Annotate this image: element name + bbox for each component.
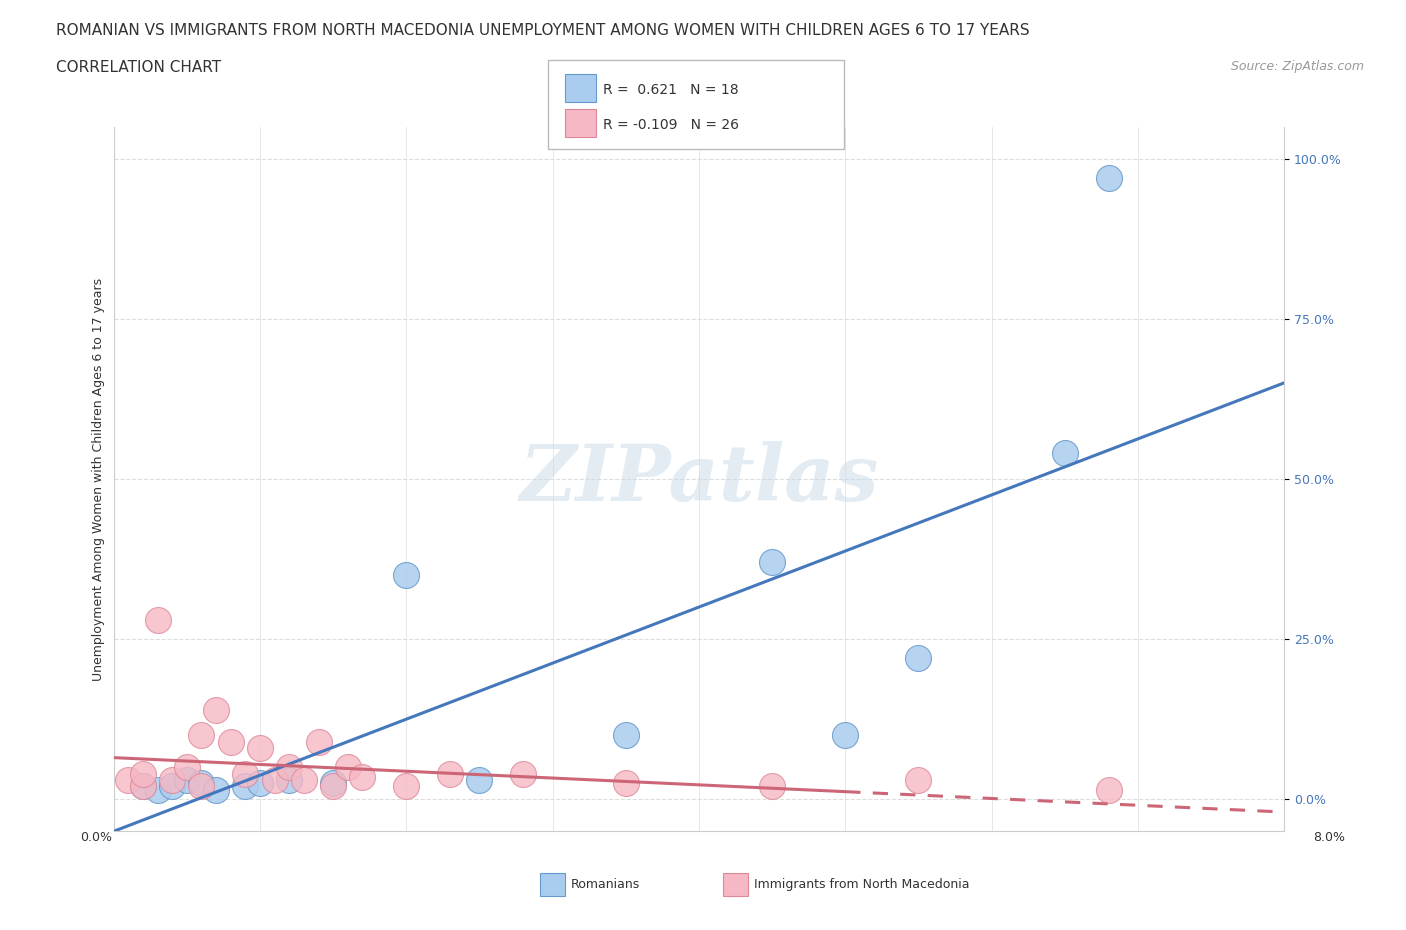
Point	[352, 769, 374, 784]
Point	[263, 773, 285, 788]
Point	[322, 776, 344, 790]
Text: Immigrants from North Macedonia: Immigrants from North Macedonia	[754, 878, 969, 891]
Point	[176, 760, 198, 775]
Point	[160, 779, 183, 794]
Point	[190, 728, 212, 743]
Point	[132, 779, 155, 794]
Point	[176, 773, 198, 788]
Point	[761, 779, 783, 794]
Text: R =  0.621   N = 18: R = 0.621 N = 18	[603, 83, 738, 97]
Text: CORRELATION CHART: CORRELATION CHART	[56, 60, 221, 75]
Text: 0.0%: 0.0%	[80, 830, 112, 844]
Point	[190, 776, 212, 790]
Point	[160, 773, 183, 788]
Point	[292, 773, 315, 788]
Point	[322, 779, 344, 794]
Point	[278, 773, 301, 788]
Point	[117, 773, 139, 788]
Point	[235, 779, 257, 794]
Point	[308, 734, 330, 749]
Point	[336, 760, 359, 775]
Text: ROMANIAN VS IMMIGRANTS FROM NORTH MACEDONIA UNEMPLOYMENT AMONG WOMEN WITH CHILDR: ROMANIAN VS IMMIGRANTS FROM NORTH MACEDO…	[56, 23, 1029, 38]
Text: 8.0%: 8.0%	[1313, 830, 1346, 844]
Point	[614, 728, 637, 743]
Point	[761, 555, 783, 570]
Point	[395, 779, 418, 794]
Text: Romanians: Romanians	[571, 878, 640, 891]
Point	[907, 773, 929, 788]
Point	[249, 740, 271, 755]
Y-axis label: Unemployment Among Women with Children Ages 6 to 17 years: Unemployment Among Women with Children A…	[93, 277, 105, 681]
Point	[1097, 782, 1119, 797]
Point	[395, 567, 418, 582]
Point	[205, 702, 228, 717]
Point	[468, 773, 491, 788]
Point	[1097, 170, 1119, 185]
Text: Source: ZipAtlas.com: Source: ZipAtlas.com	[1230, 60, 1364, 73]
Point	[907, 651, 929, 666]
Point	[132, 766, 155, 781]
Point	[190, 779, 212, 794]
Point	[834, 728, 856, 743]
Point	[146, 613, 169, 628]
Point	[146, 782, 169, 797]
Point	[132, 779, 155, 794]
Point	[219, 734, 242, 749]
Point	[1053, 445, 1076, 460]
Point	[249, 776, 271, 790]
Point	[235, 766, 257, 781]
Point	[205, 782, 228, 797]
Text: ZIPatlas: ZIPatlas	[519, 441, 879, 517]
Point	[278, 760, 301, 775]
Point	[439, 766, 461, 781]
Text: R = -0.109   N = 26: R = -0.109 N = 26	[603, 118, 740, 132]
Point	[614, 776, 637, 790]
Point	[512, 766, 534, 781]
